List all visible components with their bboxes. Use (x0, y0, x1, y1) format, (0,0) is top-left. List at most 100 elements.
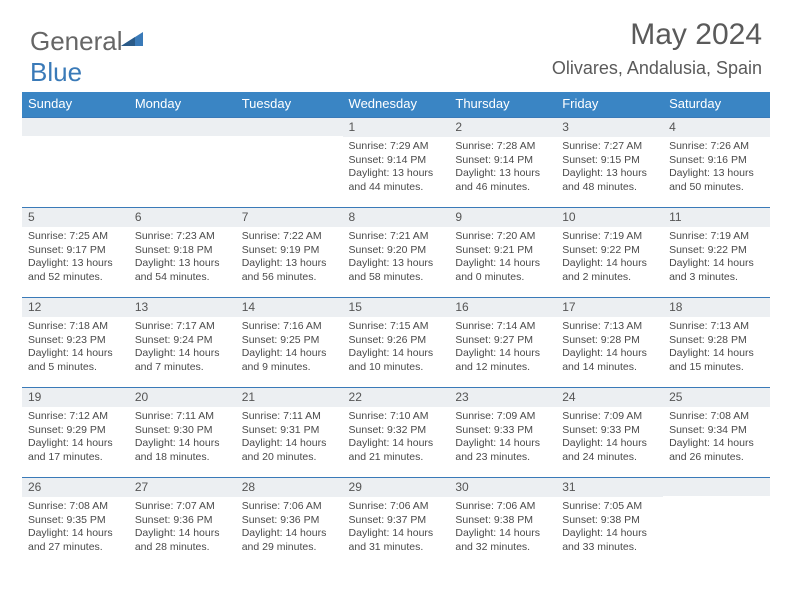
day-number: 29 (343, 478, 450, 497)
calendar-week-row: 5Sunrise: 7:25 AMSunset: 9:17 PMDaylight… (22, 208, 770, 298)
day-number: 3 (556, 118, 663, 137)
calendar-day-cell: 26Sunrise: 7:08 AMSunset: 9:35 PMDayligh… (22, 478, 129, 568)
calendar-day-cell: 18Sunrise: 7:13 AMSunset: 9:28 PMDayligh… (663, 298, 770, 388)
calendar-day-cell: 6Sunrise: 7:23 AMSunset: 9:18 PMDaylight… (129, 208, 236, 298)
weekday-header: Thursday (449, 92, 556, 118)
calendar-day-cell: 12Sunrise: 7:18 AMSunset: 9:23 PMDayligh… (22, 298, 129, 388)
calendar-day-cell: 10Sunrise: 7:19 AMSunset: 9:22 PMDayligh… (556, 208, 663, 298)
weekday-header-row: SundayMondayTuesdayWednesdayThursdayFrid… (22, 92, 770, 118)
calendar-day-cell: 28Sunrise: 7:06 AMSunset: 9:36 PMDayligh… (236, 478, 343, 568)
day-details: Sunrise: 7:17 AMSunset: 9:24 PMDaylight:… (129, 317, 236, 377)
day-number: 28 (236, 478, 343, 497)
day-number: 5 (22, 208, 129, 227)
day-number: 25 (663, 388, 770, 407)
day-details: Sunrise: 7:12 AMSunset: 9:29 PMDaylight:… (22, 407, 129, 467)
day-details: Sunrise: 7:18 AMSunset: 9:23 PMDaylight:… (22, 317, 129, 377)
day-number: 9 (449, 208, 556, 227)
calendar-day-cell: 22Sunrise: 7:10 AMSunset: 9:32 PMDayligh… (343, 388, 450, 478)
day-details: Sunrise: 7:14 AMSunset: 9:27 PMDaylight:… (449, 317, 556, 377)
day-details: Sunrise: 7:27 AMSunset: 9:15 PMDaylight:… (556, 137, 663, 197)
day-details: Sunrise: 7:28 AMSunset: 9:14 PMDaylight:… (449, 137, 556, 197)
calendar-week-row: 26Sunrise: 7:08 AMSunset: 9:35 PMDayligh… (22, 478, 770, 568)
calendar-day-cell: 13Sunrise: 7:17 AMSunset: 9:24 PMDayligh… (129, 298, 236, 388)
day-number: 23 (449, 388, 556, 407)
day-number: 13 (129, 298, 236, 317)
day-number: 12 (22, 298, 129, 317)
calendar-day-cell: 19Sunrise: 7:12 AMSunset: 9:29 PMDayligh… (22, 388, 129, 478)
calendar-day-cell: 9Sunrise: 7:20 AMSunset: 9:21 PMDaylight… (449, 208, 556, 298)
calendar-day-cell: 23Sunrise: 7:09 AMSunset: 9:33 PMDayligh… (449, 388, 556, 478)
day-details: Sunrise: 7:05 AMSunset: 9:38 PMDaylight:… (556, 497, 663, 557)
day-details: Sunrise: 7:11 AMSunset: 9:31 PMDaylight:… (236, 407, 343, 467)
day-details: Sunrise: 7:11 AMSunset: 9:30 PMDaylight:… (129, 407, 236, 467)
day-details: Sunrise: 7:22 AMSunset: 9:19 PMDaylight:… (236, 227, 343, 287)
weekday-header: Sunday (22, 92, 129, 118)
day-number (22, 118, 129, 136)
calendar: SundayMondayTuesdayWednesdayThursdayFrid… (0, 92, 792, 568)
calendar-day-cell (22, 118, 129, 208)
day-number: 27 (129, 478, 236, 497)
page-title: May 2024 (630, 18, 762, 52)
day-details: Sunrise: 7:19 AMSunset: 9:22 PMDaylight:… (663, 227, 770, 287)
day-number: 8 (343, 208, 450, 227)
calendar-table: SundayMondayTuesdayWednesdayThursdayFrid… (22, 92, 770, 568)
day-number: 17 (556, 298, 663, 317)
calendar-day-cell: 16Sunrise: 7:14 AMSunset: 9:27 PMDayligh… (449, 298, 556, 388)
day-number: 19 (22, 388, 129, 407)
day-details: Sunrise: 7:21 AMSunset: 9:20 PMDaylight:… (343, 227, 450, 287)
day-number: 7 (236, 208, 343, 227)
day-details: Sunrise: 7:06 AMSunset: 9:38 PMDaylight:… (449, 497, 556, 557)
day-number (129, 118, 236, 136)
calendar-body: 1Sunrise: 7:29 AMSunset: 9:14 PMDaylight… (22, 118, 770, 568)
day-details: Sunrise: 7:06 AMSunset: 9:37 PMDaylight:… (343, 497, 450, 557)
calendar-day-cell: 14Sunrise: 7:16 AMSunset: 9:25 PMDayligh… (236, 298, 343, 388)
day-number: 1 (343, 118, 450, 137)
calendar-day-cell: 11Sunrise: 7:19 AMSunset: 9:22 PMDayligh… (663, 208, 770, 298)
calendar-day-cell: 24Sunrise: 7:09 AMSunset: 9:33 PMDayligh… (556, 388, 663, 478)
day-details: Sunrise: 7:19 AMSunset: 9:22 PMDaylight:… (556, 227, 663, 287)
weekday-header: Saturday (663, 92, 770, 118)
day-details: Sunrise: 7:26 AMSunset: 9:16 PMDaylight:… (663, 137, 770, 197)
weekday-header: Tuesday (236, 92, 343, 118)
day-details: Sunrise: 7:20 AMSunset: 9:21 PMDaylight:… (449, 227, 556, 287)
day-details: Sunrise: 7:08 AMSunset: 9:34 PMDaylight:… (663, 407, 770, 467)
day-number: 26 (22, 478, 129, 497)
calendar-day-cell: 20Sunrise: 7:11 AMSunset: 9:30 PMDayligh… (129, 388, 236, 478)
calendar-day-cell: 3Sunrise: 7:27 AMSunset: 9:15 PMDaylight… (556, 118, 663, 208)
day-details: Sunrise: 7:07 AMSunset: 9:36 PMDaylight:… (129, 497, 236, 557)
calendar-day-cell: 17Sunrise: 7:13 AMSunset: 9:28 PMDayligh… (556, 298, 663, 388)
weekday-header: Monday (129, 92, 236, 118)
day-details: Sunrise: 7:09 AMSunset: 9:33 PMDaylight:… (556, 407, 663, 467)
day-number: 22 (343, 388, 450, 407)
calendar-day-cell: 7Sunrise: 7:22 AMSunset: 9:19 PMDaylight… (236, 208, 343, 298)
calendar-day-cell (129, 118, 236, 208)
day-number: 30 (449, 478, 556, 497)
calendar-day-cell (663, 478, 770, 568)
day-number: 10 (556, 208, 663, 227)
logo-text-2: Blue (30, 57, 82, 87)
day-details: Sunrise: 7:06 AMSunset: 9:36 PMDaylight:… (236, 497, 343, 557)
day-details: Sunrise: 7:13 AMSunset: 9:28 PMDaylight:… (663, 317, 770, 377)
day-details: Sunrise: 7:16 AMSunset: 9:25 PMDaylight:… (236, 317, 343, 377)
calendar-day-cell: 15Sunrise: 7:15 AMSunset: 9:26 PMDayligh… (343, 298, 450, 388)
page-subtitle: Olivares, Andalusia, Spain (552, 58, 762, 79)
calendar-day-cell: 21Sunrise: 7:11 AMSunset: 9:31 PMDayligh… (236, 388, 343, 478)
calendar-day-cell: 30Sunrise: 7:06 AMSunset: 9:38 PMDayligh… (449, 478, 556, 568)
day-number (236, 118, 343, 136)
header: GeneralBlue May 2024 Olivares, Andalusia… (0, 0, 792, 92)
logo: GeneralBlue (30, 24, 143, 88)
day-details: Sunrise: 7:09 AMSunset: 9:33 PMDaylight:… (449, 407, 556, 467)
day-number: 11 (663, 208, 770, 227)
day-number: 6 (129, 208, 236, 227)
day-details: Sunrise: 7:25 AMSunset: 9:17 PMDaylight:… (22, 227, 129, 287)
day-details: Sunrise: 7:23 AMSunset: 9:18 PMDaylight:… (129, 227, 236, 287)
calendar-day-cell: 27Sunrise: 7:07 AMSunset: 9:36 PMDayligh… (129, 478, 236, 568)
calendar-day-cell: 5Sunrise: 7:25 AMSunset: 9:17 PMDaylight… (22, 208, 129, 298)
day-details: Sunrise: 7:29 AMSunset: 9:14 PMDaylight:… (343, 137, 450, 197)
calendar-day-cell: 1Sunrise: 7:29 AMSunset: 9:14 PMDaylight… (343, 118, 450, 208)
day-number: 16 (449, 298, 556, 317)
day-number: 18 (663, 298, 770, 317)
weekday-header: Wednesday (343, 92, 450, 118)
calendar-week-row: 1Sunrise: 7:29 AMSunset: 9:14 PMDaylight… (22, 118, 770, 208)
day-number (663, 478, 770, 496)
